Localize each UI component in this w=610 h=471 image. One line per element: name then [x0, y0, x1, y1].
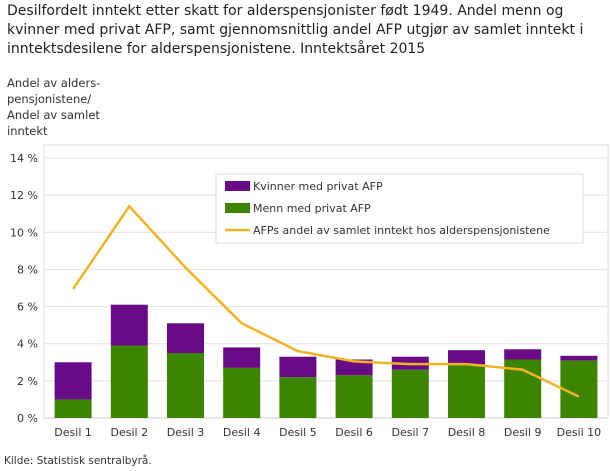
bar-menn [448, 364, 485, 418]
x-tick-label: Desil 9 [504, 426, 542, 439]
bar-menn [560, 360, 598, 418]
bar-menn [110, 345, 148, 418]
bar-kvinner [167, 323, 204, 353]
bar-kvinner [335, 359, 373, 376]
y-axis-label: Andel av alders-pensjonistene/ Andel av … [7, 76, 101, 138]
bar-kvinner [279, 356, 317, 378]
bar-menn [279, 377, 317, 418]
source-note: Kilde: Statistisk sentralbyrå. [4, 455, 152, 467]
chart-title: Desilfordelt inntekt etter skatt for ald… [7, 3, 584, 57]
legend-swatch [225, 181, 250, 191]
legend [215, 173, 584, 244]
x-tick-label: Desil 10 [557, 426, 602, 439]
legend-label: Kvinner med privat AFP [253, 180, 383, 193]
x-tick-label: Desil 2 [111, 426, 149, 439]
y-tick-label: 12 % [10, 189, 38, 202]
x-tick-label: Desil 8 [448, 426, 486, 439]
legend-label: AFPs andel av samlet inntekt hos aldersp… [253, 224, 550, 237]
x-tick-label: Desil 7 [392, 426, 430, 439]
y-tick-label: 2 % [17, 375, 38, 388]
y-tick-label: 10 % [10, 226, 38, 239]
x-tick-label: Desil 1 [54, 426, 92, 439]
x-tick-label: Desil 3 [167, 426, 205, 439]
bar-kvinner [560, 355, 598, 361]
bar-menn [167, 353, 204, 418]
bar-kvinner [54, 362, 92, 400]
bar-kvinner [110, 304, 148, 346]
y-tick-label: 14 % [10, 152, 38, 165]
y-tick-label: 4 % [17, 338, 38, 351]
bar-menn [54, 399, 92, 418]
x-tick-label: Desil 4 [223, 426, 261, 439]
bar-kvinner [504, 349, 542, 360]
bar-kvinner [448, 350, 485, 365]
x-tick-label: Desil 6 [335, 426, 373, 439]
bar-menn [391, 369, 429, 418]
bar-menn [335, 375, 373, 418]
line-afp-andel [72, 204, 580, 398]
legend-label: Menn med privat AFP [253, 202, 371, 215]
bar-kvinner [223, 347, 261, 368]
bar-menn [223, 367, 261, 418]
y-tick-label: 8 % [17, 263, 38, 276]
y-tick-label: 6 % [17, 301, 38, 314]
x-tick-label: Desil 5 [279, 426, 317, 439]
y-tick-label: 0 % [17, 412, 38, 425]
legend-swatch [225, 203, 250, 213]
